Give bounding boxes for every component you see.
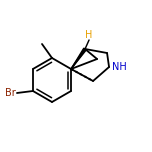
Text: NH: NH: [112, 62, 127, 72]
Polygon shape: [71, 48, 86, 69]
Text: H: H: [85, 30, 93, 40]
Text: Br: Br: [5, 88, 16, 98]
